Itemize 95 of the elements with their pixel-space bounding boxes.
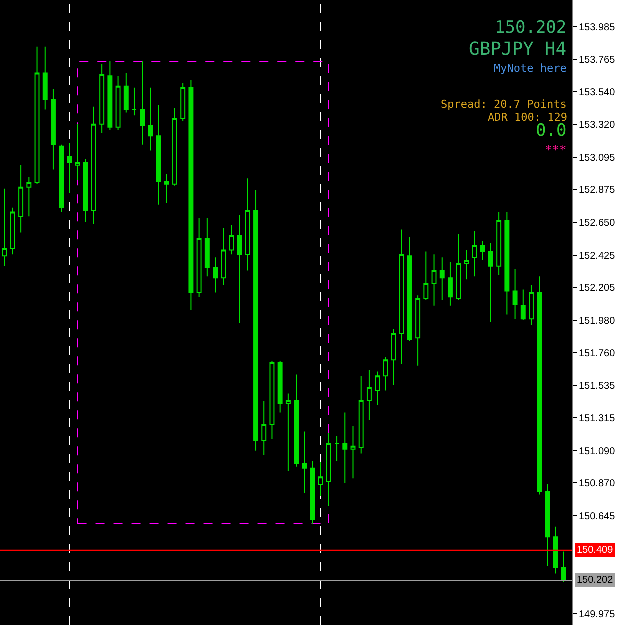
candlestick	[100, 64, 105, 134]
candlestick	[488, 242, 494, 323]
candlestick	[537, 276, 542, 496]
candlestick	[480, 241, 486, 262]
candlestick	[350, 425, 356, 480]
candlestick	[270, 361, 275, 440]
candlestick	[75, 124, 80, 181]
candlestick	[318, 462, 324, 497]
annotation: ***	[545, 143, 567, 157]
candlestick	[204, 218, 210, 278]
candlestick	[254, 190, 259, 452]
y-tick-label: 153.985	[579, 22, 616, 34]
y-tick-label: 153.540	[579, 88, 616, 99]
candlestick	[164, 174, 170, 204]
candlestick	[553, 526, 558, 574]
y-tick-label: 152.875	[579, 185, 616, 196]
candlestick	[156, 104, 162, 206]
candlestick	[124, 72, 129, 114]
ref-line-label: 150.202	[577, 575, 614, 586]
candlestick	[286, 393, 291, 472]
candlestick	[42, 46, 48, 110]
candlestick	[108, 60, 113, 131]
candlestick	[561, 551, 566, 584]
candlestick	[278, 361, 283, 414]
candlestick	[310, 460, 316, 524]
candlestick	[148, 87, 154, 152]
candlestick	[432, 254, 437, 306]
annotation: GBPJPY H4	[469, 39, 567, 60]
candlestick	[366, 370, 372, 421]
candlestick	[92, 106, 96, 224]
candlestick	[504, 212, 510, 316]
candlestick	[213, 257, 218, 294]
candlestick	[302, 431, 308, 494]
candlestick	[456, 234, 462, 301]
y-tick-label: 150.870	[579, 478, 616, 490]
candlestick	[496, 212, 502, 276]
candlestick	[326, 432, 332, 507]
candlestick	[132, 87, 137, 116]
candlestick	[358, 376, 364, 454]
annotation: 150.202	[495, 18, 567, 38]
candlestick	[512, 268, 518, 320]
candlestick	[294, 374, 300, 468]
candlestick	[180, 82, 186, 122]
candlestick	[140, 60, 146, 146]
candlestick	[221, 228, 226, 286]
y-tick-label: 153.320	[579, 120, 616, 131]
candlestick	[116, 76, 121, 131]
candlestick	[188, 80, 194, 311]
annotation: Spread: 20.7 Points	[441, 98, 567, 111]
candlestick	[399, 229, 404, 365]
y-tick-label: 153.765	[579, 54, 616, 66]
candlestick	[529, 284, 534, 326]
candlestick	[10, 207, 16, 256]
candlestick	[383, 356, 388, 392]
candlestick	[18, 164, 24, 234]
candlestick	[407, 236, 412, 342]
candlestick	[391, 328, 396, 386]
y-tick-label: 150.645	[579, 511, 616, 522]
candlestick	[334, 436, 340, 462]
annotation: MyNote here	[494, 62, 567, 75]
candlestick	[50, 88, 56, 170]
y-tick-label: 151.535	[579, 381, 616, 392]
candlestick	[545, 484, 550, 567]
candlestick	[440, 257, 445, 301]
y-tick-label: 152.425	[579, 250, 616, 262]
candlestick	[262, 400, 267, 456]
annotation: ADR 100: 129	[488, 111, 568, 124]
y-tick-label: 152.650	[579, 218, 616, 229]
y-tick-label: 149.975	[579, 610, 616, 621]
y-tick-label: 152.205	[579, 283, 616, 294]
ref-line-label: 150.409	[577, 545, 614, 556]
candlestick	[229, 224, 234, 256]
candlestick	[245, 178, 250, 272]
candlestick	[342, 412, 348, 484]
candlestick	[464, 250, 470, 280]
candlestick	[424, 251, 429, 301]
candlestick	[237, 214, 242, 324]
candlestick	[34, 46, 40, 185]
candlestick	[375, 371, 380, 406]
y-tick-label: 151.760	[579, 348, 616, 360]
candlestick	[520, 289, 526, 322]
y-tick-label: 151.315	[579, 413, 616, 424]
y-tick-label: 151.980	[579, 316, 616, 328]
annotation: 0.0	[536, 121, 567, 141]
candlestick	[172, 108, 178, 186]
candlestick	[26, 176, 32, 218]
candlestick	[67, 142, 72, 194]
candlestick	[448, 262, 453, 306]
candlestick	[472, 230, 478, 278]
candlestick	[416, 295, 421, 366]
y-tick-label: 151.090	[579, 446, 616, 458]
candlestick	[59, 144, 64, 213]
y-tick-label: 153.095	[579, 152, 616, 164]
candlestick	[196, 218, 202, 298]
candlestick	[83, 159, 88, 223]
